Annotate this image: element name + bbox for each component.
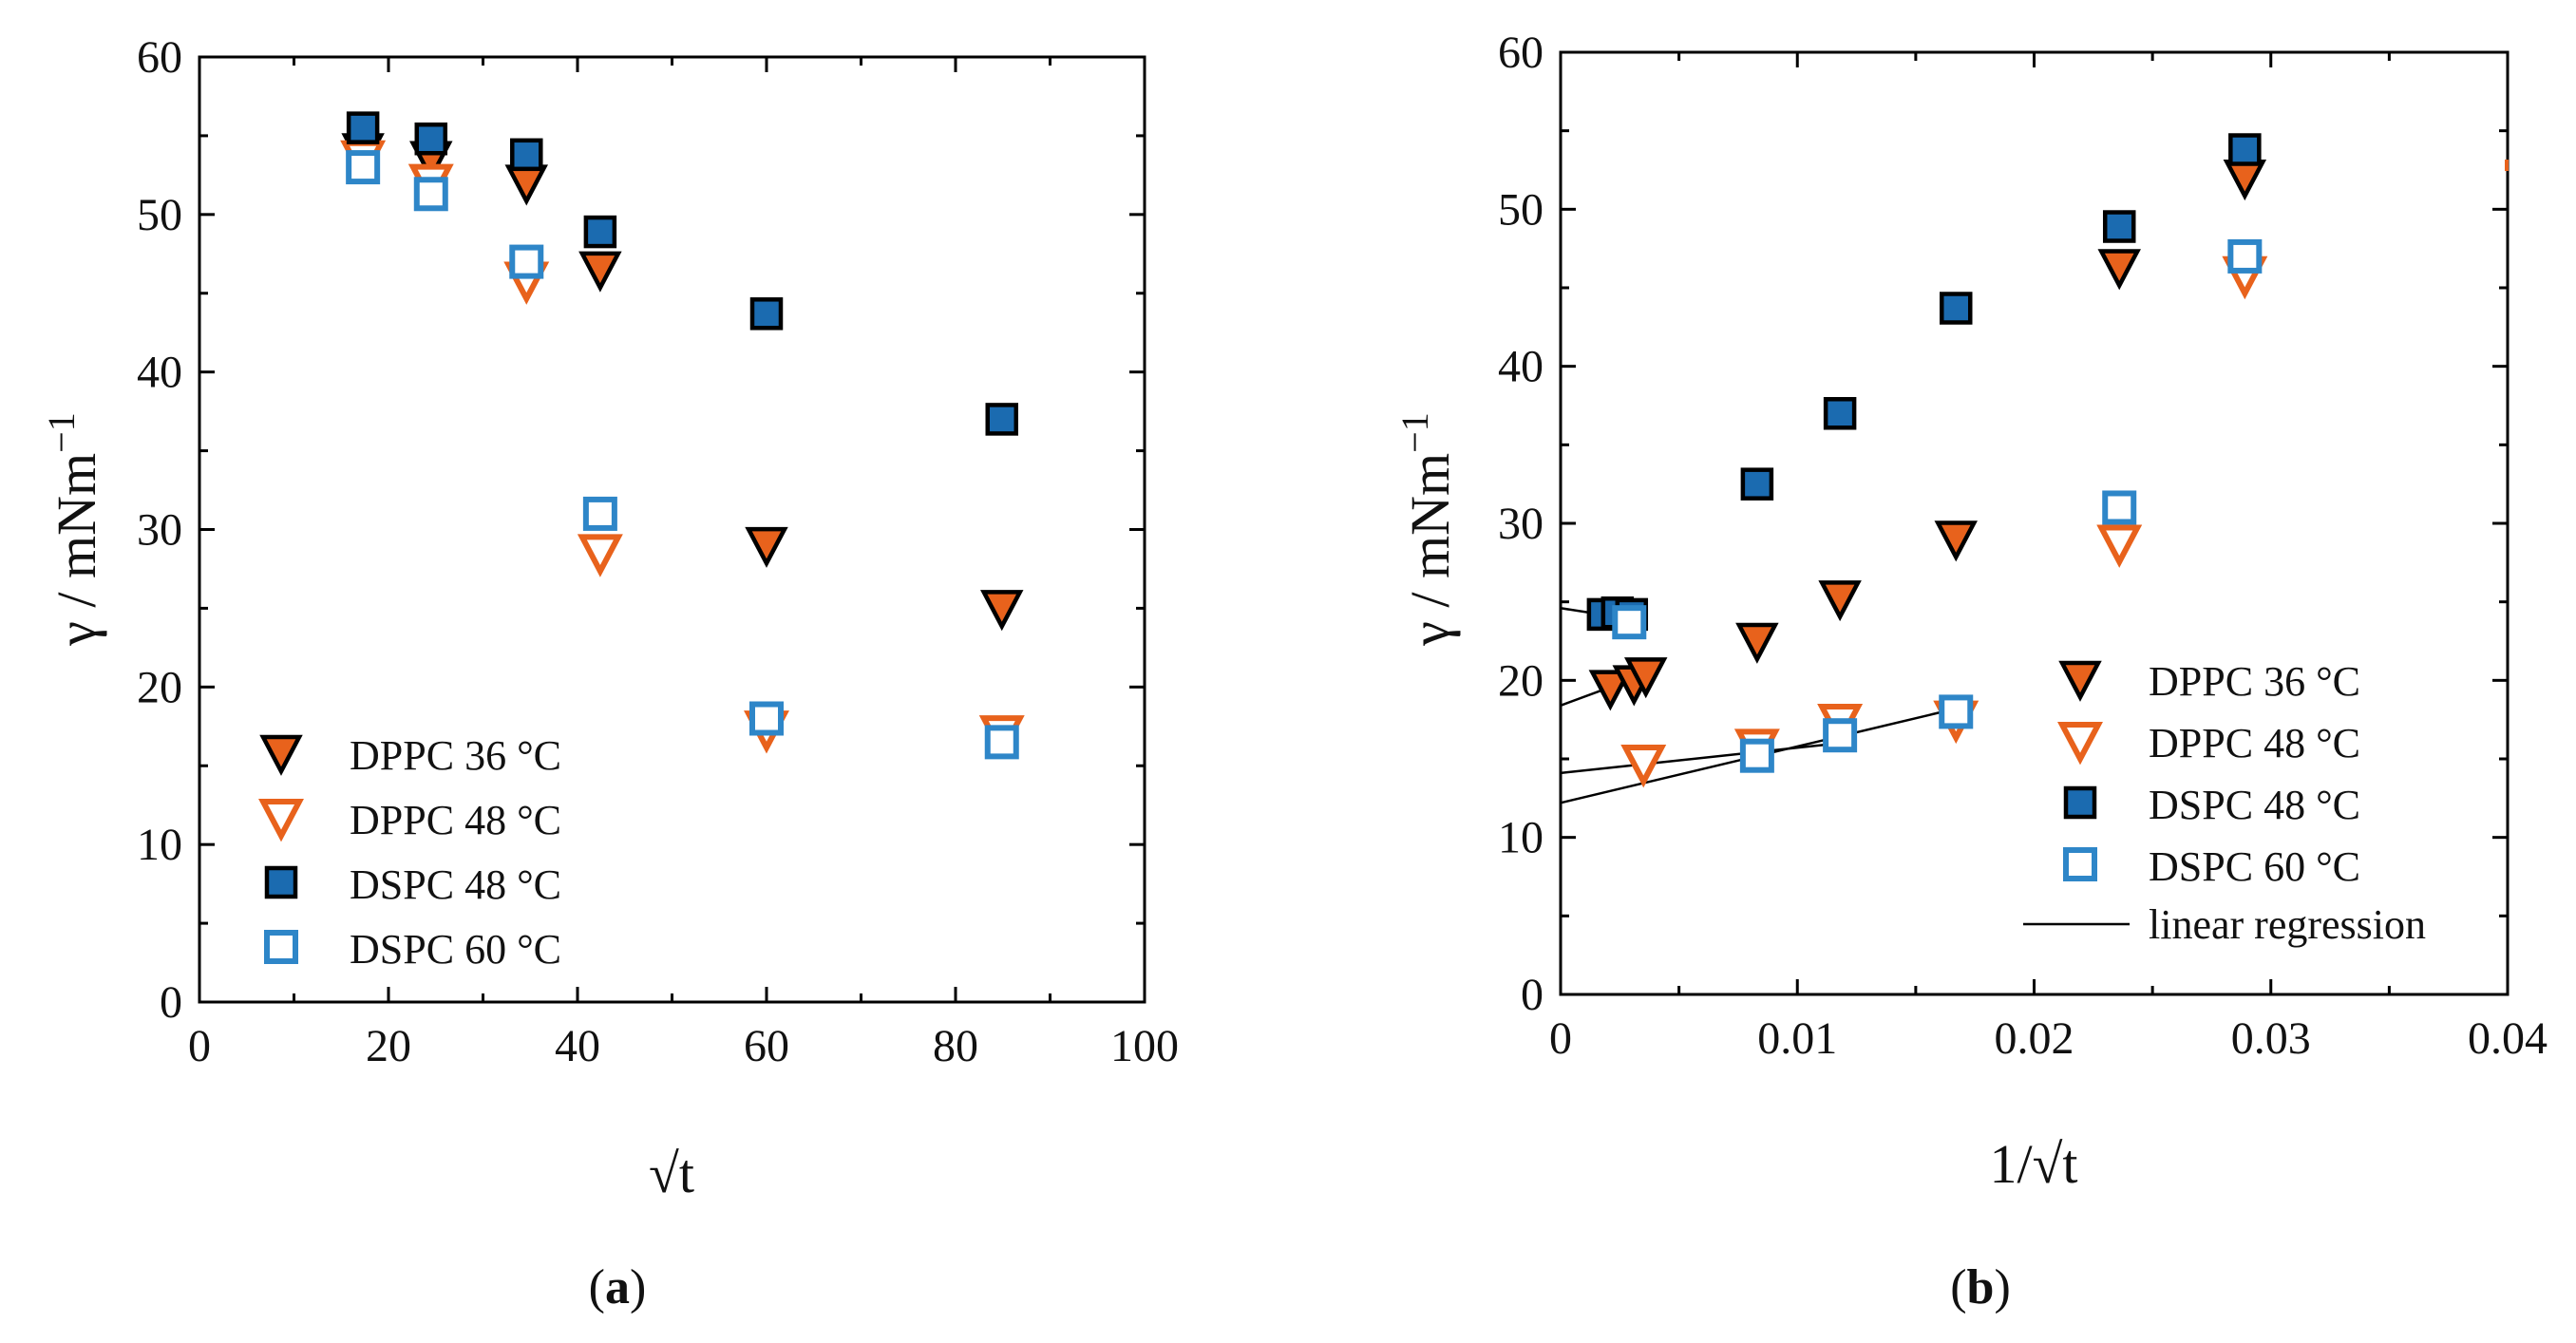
- legend-marker: [2063, 847, 2097, 881]
- y-tick-label: 20: [137, 662, 182, 712]
- legend-marker: [264, 930, 298, 964]
- x-tick-label: 40: [555, 1021, 600, 1071]
- y-tick-label: 50: [137, 190, 182, 240]
- x-axis-title: √t: [649, 1143, 694, 1204]
- y-tick-label: 0: [160, 977, 182, 1028]
- y-tick-label: 10: [137, 820, 182, 870]
- data-point: [504, 164, 549, 206]
- data-point: [1934, 520, 1978, 562]
- data-point: [1735, 622, 1779, 664]
- y-tick-label: 50: [1498, 184, 1544, 235]
- y-tick-label: 30: [1498, 499, 1544, 549]
- data-point: [985, 403, 1019, 436]
- x-axis-title: 1/√t: [1989, 1133, 2077, 1195]
- data-point: [2096, 524, 2143, 568]
- data-point: [1939, 694, 1974, 729]
- data-point: [2102, 490, 2137, 525]
- clipped-point-fragment: [2505, 160, 2509, 172]
- data-point: [1823, 718, 1858, 753]
- data-point: [1818, 580, 1862, 622]
- x-tick-label: 80: [933, 1021, 978, 1071]
- x-tick-label: 0: [1549, 1013, 1572, 1064]
- data-point: [1823, 397, 1857, 430]
- panel-caption: (a): [589, 1260, 647, 1315]
- x-tick-label: 100: [1110, 1021, 1179, 1071]
- y-axis-title: γ / mNm−1: [40, 412, 107, 646]
- data-point: [745, 526, 788, 568]
- data-point: [583, 215, 617, 249]
- data-point: [749, 297, 784, 331]
- y-tick-label: 10: [1498, 813, 1544, 863]
- data-point: [1588, 670, 1633, 711]
- data-point: [1740, 467, 1774, 501]
- data-point: [578, 251, 622, 293]
- data-point: [414, 122, 448, 156]
- x-tick-label: 0.01: [1757, 1013, 1837, 1064]
- legend-label: DSPC 60 °C: [350, 926, 561, 973]
- data-point: [2097, 249, 2141, 291]
- legend-marker: [258, 799, 304, 842]
- y-tick-label: 30: [137, 505, 182, 556]
- legend-marker: [2057, 722, 2103, 766]
- legend-label: DPPC 36 °C: [350, 732, 561, 779]
- legend-label: DSPC 60 °C: [2149, 843, 2360, 890]
- y-tick-label: 40: [1498, 342, 1544, 392]
- panel-caption: (b): [1950, 1260, 2011, 1315]
- y-tick-label: 40: [137, 348, 182, 398]
- legend-label: DPPC 48 °C: [350, 797, 561, 843]
- legend-label: DPPC 48 °C: [2149, 720, 2360, 766]
- x-tick-label: 0.04: [2468, 1013, 2548, 1064]
- legend: DPPC 36 °C DPPC 48 °C DSPC 48 °C DSPC 60 °C…: [2023, 658, 2426, 948]
- legend: DPPC 36 °C DPPC 48 °C DSPC 48 °C DSPC 60 °C: [258, 732, 561, 973]
- legend-marker: [2063, 785, 2097, 820]
- y-tick-label: 20: [1498, 655, 1544, 706]
- data-point: [346, 111, 380, 144]
- legend-marker: [259, 734, 303, 776]
- data-point: [509, 244, 544, 279]
- data-point: [2223, 160, 2267, 201]
- legend-marker: [2058, 660, 2102, 702]
- data-point: [984, 725, 1019, 760]
- data-point: [2227, 238, 2263, 274]
- data-point: [1623, 657, 1668, 699]
- panel-b-chart: 0 0.01 0.02 0.03 0.04 0 10 20 30 40 50 60 1/√t γ / mN…: [1393, 28, 2548, 1315]
- panel-a-chart: 0 20 40 60 80 100 0 10 20 30 40 50 60 √t γ / mNm−1 DPPC…: [40, 32, 1179, 1315]
- data-point: [1939, 292, 1973, 325]
- data-point: [413, 177, 448, 212]
- legend-marker: [264, 865, 298, 899]
- data-point: [577, 534, 623, 577]
- y-tick-label: 60: [137, 32, 182, 83]
- y-axis-title: γ / mNm−1: [1393, 412, 1461, 646]
- x-tick-label: 20: [366, 1021, 411, 1071]
- plot-frame: [1559, 50, 2510, 996]
- data-point: [346, 150, 381, 185]
- data-point: [2102, 210, 2136, 243]
- data-point: [1739, 738, 1774, 773]
- legend-label: DPPC 36 °C: [2149, 658, 2360, 705]
- data-point: [980, 590, 1024, 632]
- plot-frame: [198, 55, 1146, 1004]
- data-point: [510, 138, 543, 172]
- y-tick-label: 60: [1498, 28, 1544, 78]
- legend-label: DSPC 48 °C: [350, 861, 561, 908]
- legend-label: DSPC 48 °C: [2149, 782, 2360, 828]
- x-tick-label: 60: [744, 1021, 789, 1071]
- y-tick-label: 0: [1521, 970, 1544, 1020]
- x-tick-label: 0.02: [1995, 1013, 2074, 1064]
- x-tick-label: 0: [188, 1021, 211, 1071]
- legend-label: linear regression: [2149, 901, 2426, 948]
- data-point: [749, 701, 784, 736]
- data-point: [582, 496, 617, 531]
- data-point: [1612, 605, 1647, 640]
- data-point: [1620, 744, 1667, 788]
- data-point: [2228, 133, 2262, 166]
- x-tick-label: 0.03: [2231, 1013, 2311, 1064]
